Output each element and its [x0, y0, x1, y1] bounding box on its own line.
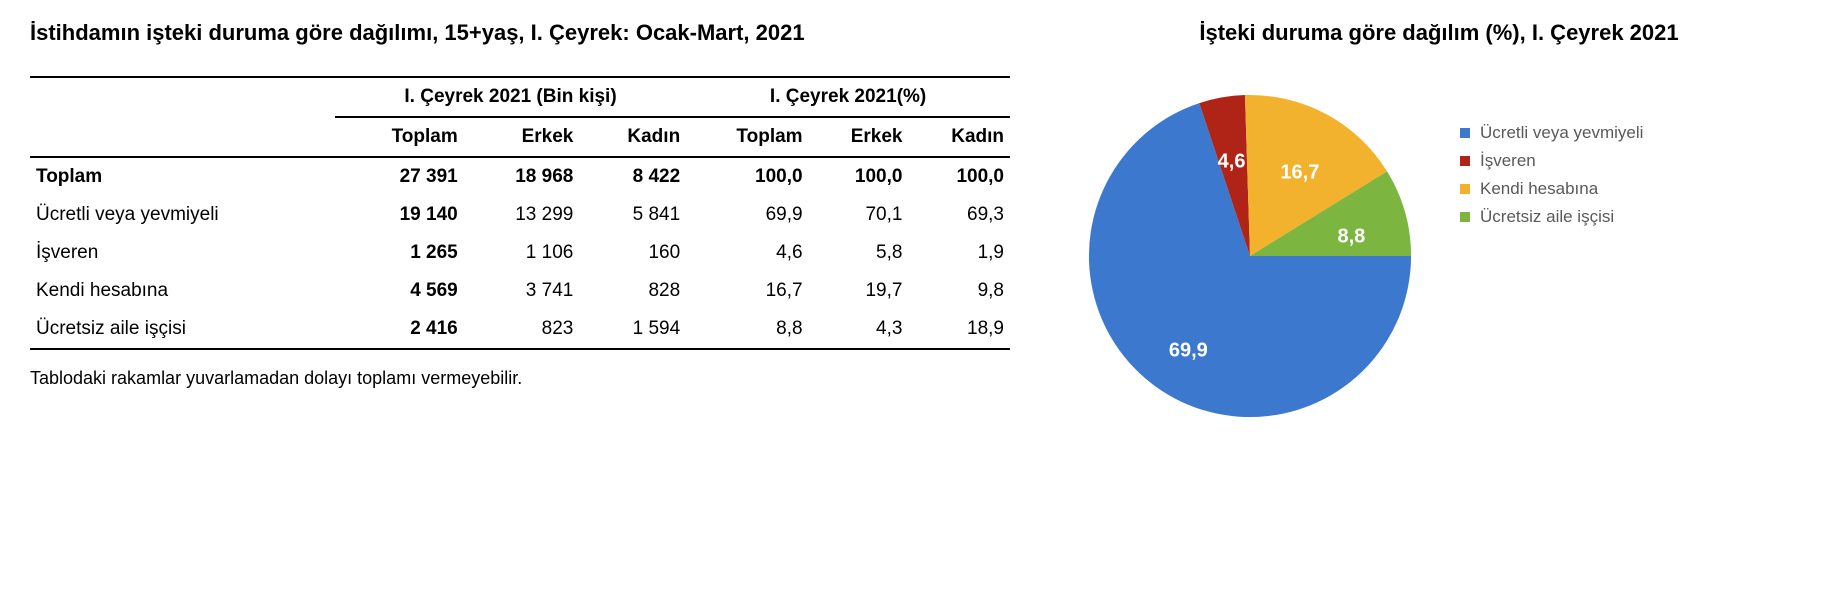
table-sub-header: Erkek	[464, 117, 580, 157]
table-sub-header: Toplam	[686, 117, 808, 157]
pie-slice-label: 69,9	[1169, 340, 1208, 363]
chart-legend: Ücretli veya yevmiyeli İşveren Kendi hesab…	[1460, 116, 1643, 234]
table-cell: 27 391	[335, 157, 464, 196]
legend-item: Ücretsiz aile işçisi	[1460, 206, 1643, 228]
table-cell: 69,9	[686, 196, 808, 234]
table-group-header: I. Çeyrek 2021(%)	[686, 77, 1010, 117]
table-cell: 19 140	[335, 196, 464, 234]
table-cell: 1 265	[335, 234, 464, 272]
table-row-label: İşveren	[30, 234, 335, 272]
table-cell: 3 741	[464, 272, 580, 310]
legend-swatch-icon	[1460, 128, 1470, 138]
table-cell: 4 569	[335, 272, 464, 310]
table-cell: 1 594	[579, 310, 686, 349]
employment-table: I. Çeyrek 2021 (Bin kişi)I. Çeyrek 2021(…	[30, 76, 1010, 350]
legend-item: Kendi hesabına	[1460, 178, 1643, 200]
table-cell: 100,0	[686, 157, 808, 196]
table-cell: 1,9	[908, 234, 1010, 272]
table-title: İstihdamın işteki duruma göre dağılımı, …	[30, 20, 1010, 46]
table-cell: 100,0	[908, 157, 1010, 196]
table-cell: 8 422	[579, 157, 686, 196]
legend-swatch-icon	[1460, 212, 1470, 222]
table-cell: 4,3	[809, 310, 909, 349]
table-row-label: Ücretli veya yevmiyeli	[30, 196, 335, 234]
pie-chart: 69,9 4,6 16,7 8,8	[1070, 76, 1430, 436]
pie-slice-label: 4,6	[1218, 151, 1246, 174]
legend-label: Kendi hesabına	[1480, 178, 1598, 200]
table-cell: 160	[579, 234, 686, 272]
table-row-label: Toplam	[30, 157, 335, 196]
table-cell: 9,8	[908, 272, 1010, 310]
legend-label: Ücretli veya yevmiyeli	[1480, 122, 1643, 144]
pie-slice-label: 8,8	[1337, 226, 1365, 249]
legend-swatch-icon	[1460, 156, 1470, 166]
legend-item: Ücretli veya yevmiyeli	[1460, 122, 1643, 144]
table-cell: 19,7	[809, 272, 909, 310]
chart-title: İşteki duruma göre dağılım (%), I. Çeyre…	[1070, 20, 1808, 46]
table-cell: 18,9	[908, 310, 1010, 349]
legend-label: İşveren	[1480, 150, 1536, 172]
table-cell: 13 299	[464, 196, 580, 234]
table-sub-header: Toplam	[335, 117, 464, 157]
table-cell: 70,1	[809, 196, 909, 234]
table-cell: 823	[464, 310, 580, 349]
table-cell: 4,6	[686, 234, 808, 272]
table-sub-header: Kadın	[579, 117, 686, 157]
table-cell: 2 416	[335, 310, 464, 349]
table-sub-header: Erkek	[809, 117, 909, 157]
legend-item: İşveren	[1460, 150, 1643, 172]
table-group-header: I. Çeyrek 2021 (Bin kişi)	[335, 77, 686, 117]
table-cell: 828	[579, 272, 686, 310]
legend-swatch-icon	[1460, 184, 1470, 194]
table-row-label: Ücretsiz aile işçisi	[30, 310, 335, 349]
table-cell: 16,7	[686, 272, 808, 310]
pie-slice-label: 16,7	[1280, 162, 1319, 185]
table-row-label: Kendi hesabına	[30, 272, 335, 310]
table-cell: 5 841	[579, 196, 686, 234]
table-sub-header: Kadın	[908, 117, 1010, 157]
table-footnote: Tablodaki rakamlar yuvarlamadan dolayı t…	[30, 368, 1010, 389]
table-cell: 100,0	[809, 157, 909, 196]
table-cell: 1 106	[464, 234, 580, 272]
table-cell: 18 968	[464, 157, 580, 196]
table-cell: 5,8	[809, 234, 909, 272]
table-cell: 8,8	[686, 310, 808, 349]
table-cell: 69,3	[908, 196, 1010, 234]
legend-label: Ücretsiz aile işçisi	[1480, 206, 1614, 228]
